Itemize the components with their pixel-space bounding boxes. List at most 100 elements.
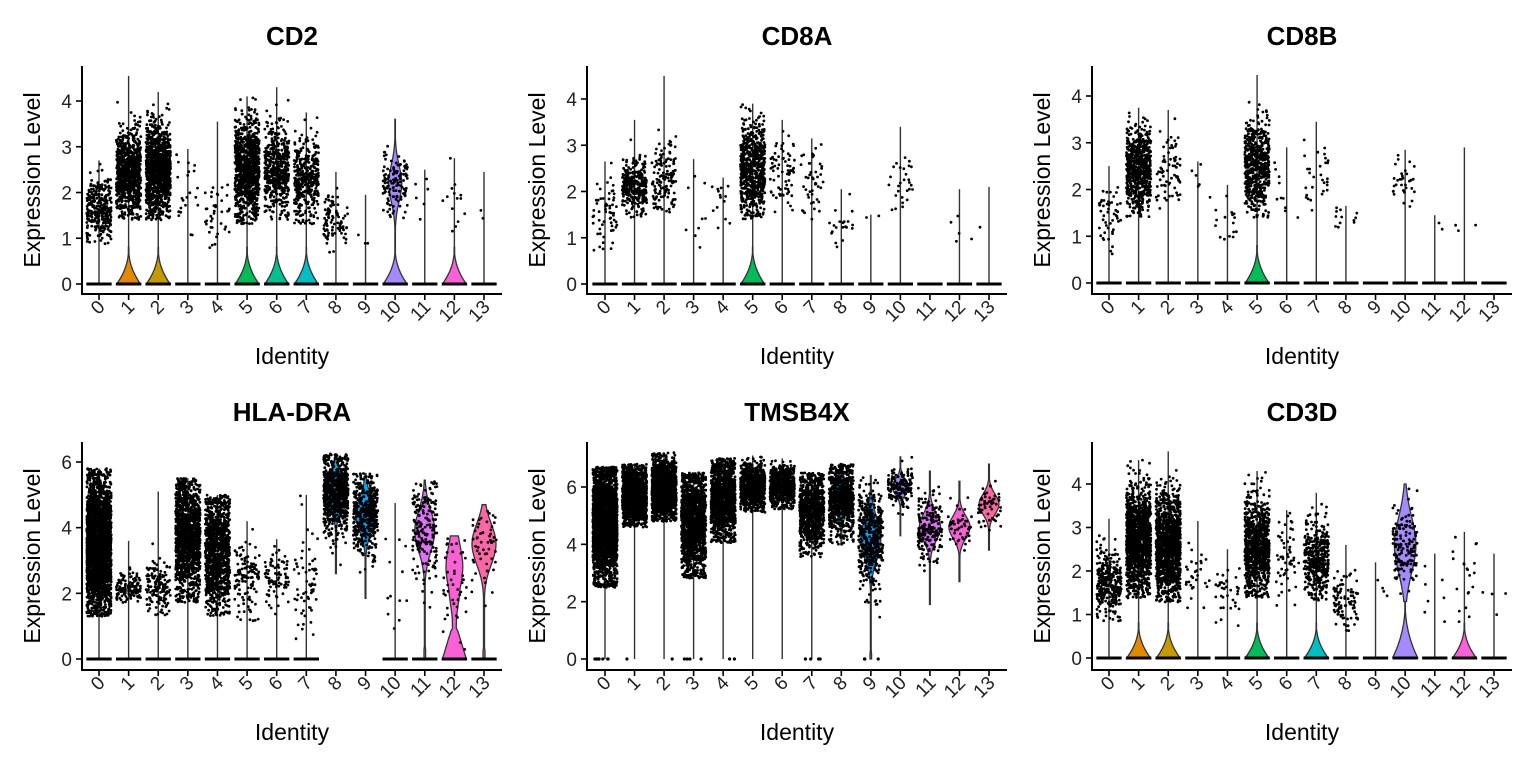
x-tick-label: 3 [1186,297,1208,319]
data-point [1302,138,1330,212]
x-tick-label: 9 [354,297,376,319]
data-point [798,471,826,559]
data-point [1243,100,1271,219]
data-point [739,455,767,514]
x-tick-label: 11 [407,673,436,702]
y-tick-label: 0 [566,275,577,296]
x-tick-label: 12 [435,673,465,703]
data-point [650,451,678,523]
jitter-points [768,129,796,214]
x-tick-label: 0 [1097,673,1119,695]
x-tick-label: 1 [623,297,645,319]
jitter-points [263,544,291,616]
x-tick-label: 3 [682,673,704,695]
data-point [1095,534,1123,623]
y-tick-label: 2 [61,184,72,205]
violin-body [441,246,468,285]
x-tick-label: 1 [1127,673,1149,695]
jitter-points [1454,223,1478,232]
jitter-points [976,479,1003,532]
x-tick-label: 9 [354,673,376,695]
x-tick-label: 11 [912,297,941,326]
x-tick-label: 13 [465,297,495,327]
data-point [233,96,261,226]
data-point [768,129,796,214]
y-axis-label: Expression Level [19,92,45,267]
jitter-points [1391,487,1419,595]
x-tick-label: 9 [859,297,881,319]
data-point [1302,502,1331,602]
violin-cluster-5 [233,521,261,661]
jitter-points [322,186,350,254]
violin-cluster-3 [174,477,202,661]
y-tick-label: 4 [61,519,72,540]
x-tick-label: 1 [117,297,139,319]
jitter-points [799,143,825,221]
violin-cluster-13 [1481,553,1508,660]
data-point [441,156,467,233]
data-point [710,184,732,230]
data-point [85,467,113,618]
violin-body [441,535,468,660]
x-tick-label: 7 [800,297,822,319]
violin-body [948,480,971,583]
x-tick-label: 1 [117,673,139,695]
x-tick-label: 6 [1275,673,1297,695]
x-tick-label: 2 [652,673,674,695]
violin-cluster-3 [1185,161,1212,285]
y-tick-label: 6 [61,453,72,474]
jitter-points [620,462,649,529]
x-tick-label: 7 [295,673,317,695]
data-point [625,657,629,661]
violin-cluster-9 [351,472,380,599]
violin-cluster-13 [470,504,498,661]
y-tick-label: 4 [1071,475,1082,496]
violin-body [293,246,320,285]
data-point [768,459,796,511]
data-point [115,100,143,221]
data-point [1454,223,1478,232]
data-point [115,566,143,604]
violin-cluster-1 [1125,458,1153,660]
x-tick-label: 9 [859,673,881,695]
x-tick-label: 3 [682,297,704,319]
violin-cluster-9 [1362,562,1389,660]
data-point [865,214,881,219]
panel-title: CD8B [1267,21,1338,51]
violin-body [144,246,172,285]
x-tick-label: 2 [146,297,168,319]
data-point [414,177,430,221]
x-tick-label: 8 [324,673,346,695]
jitter-points [414,177,430,221]
violin-cluster-7 [799,138,825,286]
x-tick-label: 13 [970,297,1000,327]
data-point [292,116,320,226]
jitter-points [357,233,370,245]
x-tick-label: 5 [1245,673,1267,695]
data-point [709,457,737,544]
data-point [620,138,649,219]
jitter-points [916,485,944,573]
jitter-points [1214,567,1241,627]
data-point [1125,111,1153,218]
data-point [1274,511,1301,607]
jitter-points [1154,117,1182,210]
x-tick-label: 8 [324,297,346,319]
violin-cluster-4 [203,121,231,286]
violin-cluster-5 [739,103,767,286]
data-point [1391,153,1416,208]
x-tick-label: 11 [1417,297,1446,326]
jitter-points [1125,458,1153,600]
x-tick-label: 2 [146,673,168,695]
x-tick-label: 6 [265,297,287,319]
x-tick-label: 5 [1245,297,1267,319]
x-tick-label: 0 [87,297,109,319]
jitter-points [709,457,737,544]
violin-body [739,246,767,285]
data-point [1376,578,1389,598]
x-tick-label: 12 [1445,673,1475,703]
jitter-points [1376,578,1389,598]
violin-cluster-11 [1422,553,1448,660]
violin-cluster-6 [768,119,796,286]
